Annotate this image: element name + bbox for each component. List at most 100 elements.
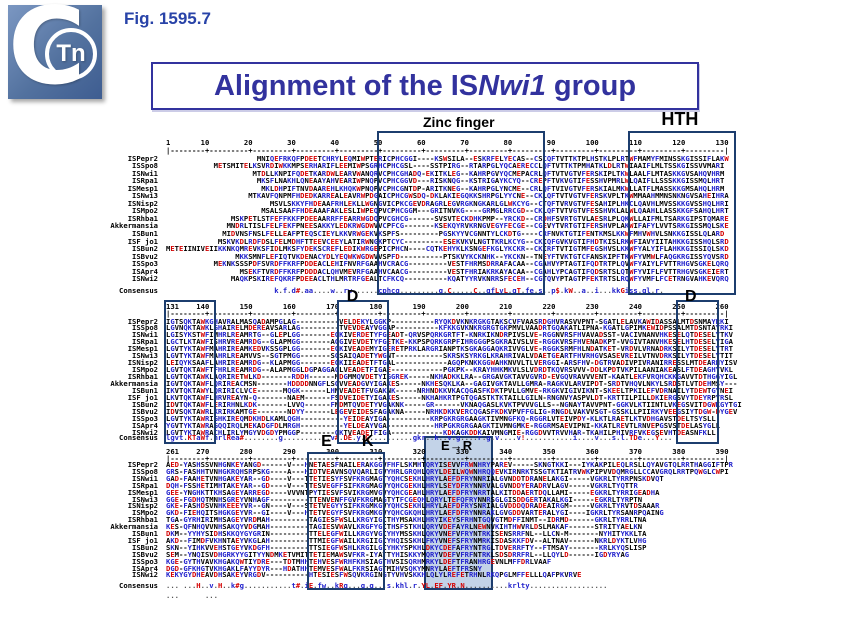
row-label: ISNwi3: [132, 494, 158, 504]
row-label: ISBun1: [132, 529, 158, 538]
row-label: ISNwi3: [132, 351, 158, 361]
sequence-text: MSKVKDLRDFDSLFELMDHFTTEEVCEEYLATIRWNGKPT…: [166, 236, 729, 246]
hth-label: HTH: [661, 109, 699, 129]
sequence-text: LGVTQKTAWKLAQRIRETWLKD-------RDDH------M…: [166, 372, 738, 382]
sequence-row: ISBun2 METEIINIVEIIKKNKQMREVKSFIDLMKSFYDE…: [0, 245, 850, 252]
sequence-text: DKM--YYHYSIDHSKKQYGYGRIN---------TTELEGF…: [166, 529, 647, 538]
row-label: ISBvu2: [132, 406, 158, 416]
d1-label: D: [346, 288, 359, 305]
sequence-row: ISMesp1 GEE-YNGHKTTKHSAGEYARREGD----VVVNT…: [0, 487, 850, 497]
row-label: ISRpa1: [132, 480, 158, 490]
sequence-text: LKVTQKTAWFLHRVREAYN-Q-------NAEM------FS…: [166, 392, 733, 402]
ruler-numbers: 261 270 280 290 300 310 320 330 340 350 …: [0, 448, 850, 455]
sequence-row: ISBun1 MIDVNSFNSLFELLEAFPTEQSCIEYLKKVRWG…: [0, 230, 850, 237]
e-label: E: [321, 433, 332, 450]
row-label: ISSpo3: [132, 413, 158, 423]
sequence-row: ISRhba1 LGVTQKTAWKLAQRIRETWLKD-------RDDH…: [0, 373, 850, 380]
row-label: ISNisp2: [127, 358, 158, 368]
sequence-text: IDVSQKTAWRLKRIRKAMTGE-------NDYY------LE…: [166, 406, 738, 416]
sequence-row: ISSpo8 GRS-FASHHTVNHGKRQHSRPSKG----A---HI…: [0, 468, 850, 475]
sequence-text: MIDVNSFNSLFELLEAFPTEQSCIEYLKKVRWGEKVKSPF…: [166, 229, 725, 238]
consensus-row: Consensus k.f.d#.aa....w..rw......cphcg.…: [0, 287, 850, 294]
row-label: Consensus: [119, 286, 158, 295]
sequence-row: ISSpo3 LGVTYKTAWRIGHKIREQMDKHDLKAMLQGH---…: [0, 415, 850, 422]
sequence-row: ISBun2 SKN--YIHKVVEHSTGEYVKDGFH---------T…: [0, 544, 850, 551]
ruler-numbers: 1 10 20 30 40 50 60 70 80 90 100 110 120…: [0, 139, 850, 146]
sequence-row: ISBun1 IKVTQKTAWYLQRIRICLVCE------MQGK---…: [0, 387, 850, 394]
footer-dots: ... ...: [0, 592, 850, 599]
sequence-row: ISNwi1 LGISYKSTWFIMHRLREAMRTG--GLEPLGG---…: [0, 331, 850, 338]
sequence-row: ISPepr2 AED-YASHSSVNHGNKEYANGD------V---H…: [0, 461, 850, 468]
ruler-numbers-text: 261 270 280 290 300 310 320 330 340 350 …: [166, 447, 729, 456]
row-label: ISBvu2: [132, 549, 158, 559]
ruler-ticks-text: |--------+---------+---------+---------+…: [166, 146, 729, 155]
sequence-row: Akkermansia IGVTQKTAWFLQRIREACMSN-------H…: [0, 380, 850, 387]
sequence-text: MNDRLTISLFELFEKFPNEESAKKYLEDKRWGDWVVCPFC…: [166, 221, 729, 231]
sequence-row: ISMesp1 MKLDHPIFTNVDAAREHLKHQKWPNQPVCPHC…: [0, 183, 850, 193]
e-to-r-label: E→R: [441, 438, 473, 453]
sequence-row: ISBun1 DKM--YYHYSIDHSKKQYGYGRIN---------T…: [0, 530, 850, 537]
sequence-text: SEM--YNQISVDHGRKYYGITYYNDMKETVMITTETIEMA…: [166, 549, 630, 559]
sequence-text: MEKNKSSSPDFSVRDFFKRFPDDEACLEHIFNVRFGAAHV…: [166, 259, 729, 269]
sequence-row: Akkermansia KES-QFNHQVVNHSAKQYVDGMAH-----…: [0, 523, 850, 530]
row-label: ISApr4: [132, 420, 158, 430]
sequence-text: MSALSAAFFHDEAAAFAKLESLIWPEQPVCPHCGGM---G…: [166, 206, 729, 216]
sequence-text: LGVNQKTAWKLGHAIRELMDEREAVSARLAG---------…: [166, 323, 733, 333]
sequence-row: ISRpa1 LGCTLKTAWFISHRVREAMRDG--GLAPMGG---…: [0, 338, 850, 345]
sequence-row: ISSpo8 METSMITELKSVRDIWKKMPSERHARIFLEEMI…: [0, 162, 850, 169]
sequence-text: LGVTYKTAWRACHLIRLYMGYVDGDYPMGGP--------G…: [166, 427, 716, 437]
row-label: ISSpo8: [132, 466, 158, 476]
row-label: ISMesp1: [127, 344, 158, 354]
sequence-row: ISBvu2 SEM--YNQISVDHGRKYYGITYYNDMKETVMITT…: [0, 549, 850, 559]
sequence-text: SKN--YIHKVVEHSTGEYVKDGFH---------TTSIEGF…: [166, 542, 647, 552]
er-box: [424, 436, 494, 590]
sequence-row: ISNwi3 MTKAVFQNPMFHDEDKARREALEAVRWPDGAIC…: [0, 192, 850, 199]
row-label: ISSpo3: [132, 259, 158, 269]
sequence-row: ISApr4 YGVTYKTAWRAGQQIRQLMEKADGFDLMRGH---…: [0, 422, 850, 429]
sequence-row: ISNwi1 MTDLLKNPIFQDETKARDWLEARVWANQRVCPH…: [0, 169, 850, 177]
sequence-text: GKD-FIEHQITSHGKGEYVR--GI----V---HTETVEGY…: [166, 508, 664, 518]
consensus-text: ... ...H..v.H..k#g...........t#.iE.fw..k…: [166, 581, 608, 590]
k-label: K: [361, 433, 374, 450]
sequence-row: ISNwi3 LGVTYKTAWFMAHRLREAMVVS--SGTPMGG---…: [0, 352, 850, 359]
sequence-row: ISApr4 DGD-GFKHGTVKHGAKLFAYYDYR---HDATHHT…: [0, 563, 850, 573]
ruler-ticks-text: |--------+---------+---------+---------+…: [166, 454, 729, 463]
ruler-numbers-text: 1 10 20 30 40 50 60 70 80 90 100 110 120…: [166, 138, 729, 147]
page-title: Alignment of the ISNwi1 group: [213, 69, 637, 102]
d2-label: D: [684, 288, 697, 305]
row-label: ISBun2: [132, 399, 158, 409]
logo-tn-letters: Tn: [56, 40, 86, 67]
sequence-text: DGD-GFKHGTVKHGAKLFAYYDYR---HDATHHTEMVESF…: [166, 563, 482, 573]
consensus-text: k.f.d#.aa....w..rw......cphcg.........g.…: [274, 286, 664, 295]
row-label: ISPepr2: [127, 153, 158, 163]
sequence-row: ISNisp2 LEIQYKSAAFLAHRIREAMRDG--KLAPMGG--…: [0, 359, 850, 366]
sequence-text: LGISYKSTWFIMHRLREAMRTG--GLEPLGG-------EG…: [166, 330, 733, 340]
ruler-numbers-text: 131 140 150 160 170 180 190 200 210 220 …: [166, 302, 729, 311]
row-label: ISSpo8: [132, 161, 158, 171]
row-label: ISApr4: [132, 266, 158, 276]
sequence-row: ISMpo2 GKD-FIEHQITSHGKGEYVR--GI----V---HT…: [0, 509, 850, 516]
row-label: ISRpa1: [132, 337, 158, 347]
sequence-row: ISBun2 IDVTQKTAWFLERIRHNLKDK-------LVVQ--…: [0, 401, 850, 408]
row-label: ISBun1: [132, 386, 158, 395]
sequence-text: METEIINIVEIIKKNKQMREVKSFIDLMKSFYDEKSCREF…: [166, 244, 729, 254]
row-label: ISNisp2: [127, 198, 158, 208]
sequence-text: KES-QFNHQVVNHSAKQYVDGMAH---------TAGIESV…: [166, 522, 643, 532]
sequence-row: ISF jo1 LKVTQKTAWFLHRVREAYN-Q-------NAEM-…: [0, 394, 850, 401]
sequence-text: MSVLSKKYFHDEAAFRHLEKLLWGNGVICPKCGEVDRAGR…: [166, 198, 729, 208]
row-label: ISNisp2: [127, 501, 158, 511]
sequence-text: MSKPETLSTFEFFKKFPDEEAARRFFEARRWGDQPVCGHC…: [166, 213, 729, 223]
row-label: ISMesp1: [127, 183, 158, 193]
row-label: ISF jo1: [127, 236, 158, 246]
sequence-text: GEE-YNGHKTTKHSAGEYARREGD----VVVNTPYTIESV…: [166, 487, 660, 497]
sequence-text: MAQKPSKIREFQKRFPDEEACLTHLMRTRFGEALTCFKCQ…: [166, 274, 729, 284]
sequence-text: GKE-FASHDSVNHKEEEYVR--GN----V---STETVEGY…: [166, 501, 660, 511]
logo-tn-circle: Tn: [45, 28, 97, 80]
title-box: Alignment of the ISNwi1 group: [151, 62, 699, 110]
row-label: ISPepr2: [127, 316, 158, 326]
sequence-row: ISNwi2 MAQKPSKIREFQKRFPDEEACLTHLMRTRFGEA…: [0, 275, 850, 282]
sequence-text: LGVTYKTAWRIGHKIREQMDKHDLKAMLQGH---------…: [166, 413, 716, 423]
row-label: ISRpa1: [132, 176, 158, 186]
sequence-text: GAD-FAAHETVNHGAKEYAR--GD----V---TTETIESY…: [166, 473, 664, 483]
